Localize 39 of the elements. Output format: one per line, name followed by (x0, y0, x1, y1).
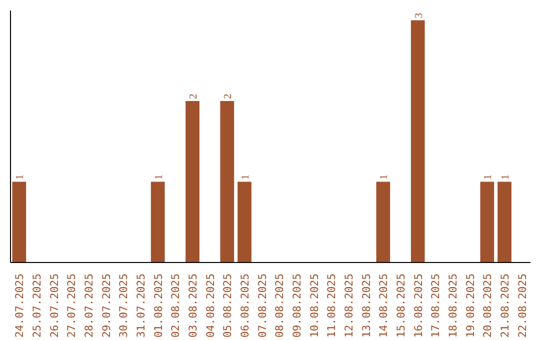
x-tick-label: 05.08.2025 (221, 274, 234, 338)
x-tick-label: 11.08.2025 (325, 274, 338, 338)
data-label: 1 (15, 174, 26, 180)
data-label: 2 (188, 94, 200, 99)
x-tick-label: 22.08.2025 (516, 274, 529, 338)
x-tick-label: 18.08.2025 (446, 274, 460, 338)
x-tick-label: 12.08.2025 (342, 274, 356, 338)
data-label: 1 (154, 174, 165, 180)
x-tick-label: 20.08.2025 (481, 274, 494, 338)
x-tick-label: 17.08.2025 (429, 274, 442, 338)
x-tick-label: 08.08.2025 (273, 274, 286, 338)
data-label: 3 (414, 12, 425, 18)
x-tick-label: 21.08.2025 (498, 274, 512, 338)
x-tick-label: 02.08.2025 (169, 274, 182, 338)
x-tick-label: 30.07.2025 (117, 274, 130, 338)
x-tick-label: 01.08.2025 (152, 274, 165, 338)
x-tick-label: 15.08.2025 (394, 274, 408, 338)
x-tick-label: 03.08.2025 (186, 274, 200, 338)
x-tick-label: 13.08.2025 (360, 274, 373, 338)
x-tick-label: 24.07.2025 (13, 274, 26, 338)
x-tick-label: 27.07.2025 (65, 274, 78, 338)
x-tick-label: 16.08.2025 (412, 274, 425, 338)
x-tick-label: 25.07.2025 (30, 274, 44, 338)
x-tick-label: 07.08.2025 (256, 274, 269, 338)
x-tick-label: 28.07.2025 (82, 274, 96, 338)
x-tick-label: 26.07.2025 (48, 274, 61, 338)
x-tick-label: 19.08.2025 (464, 274, 477, 338)
data-label: 2 (223, 94, 234, 99)
x-tick-label: 14.08.2025 (377, 274, 390, 338)
x-tick-label: 29.07.2025 (100, 274, 113, 338)
data-label: 1 (240, 174, 252, 180)
data-label: 1 (379, 174, 390, 180)
data-label: 1 (483, 174, 494, 180)
x-tick-label: 06.08.2025 (238, 274, 252, 338)
x-tick-label: 31.07.2025 (134, 274, 148, 338)
x-tick-label: 04.08.2025 (204, 274, 217, 338)
x-tick-label: 10.08.2025 (308, 274, 321, 338)
x-tick-label: 09.08.2025 (290, 274, 304, 338)
data-label: 1 (500, 174, 512, 180)
